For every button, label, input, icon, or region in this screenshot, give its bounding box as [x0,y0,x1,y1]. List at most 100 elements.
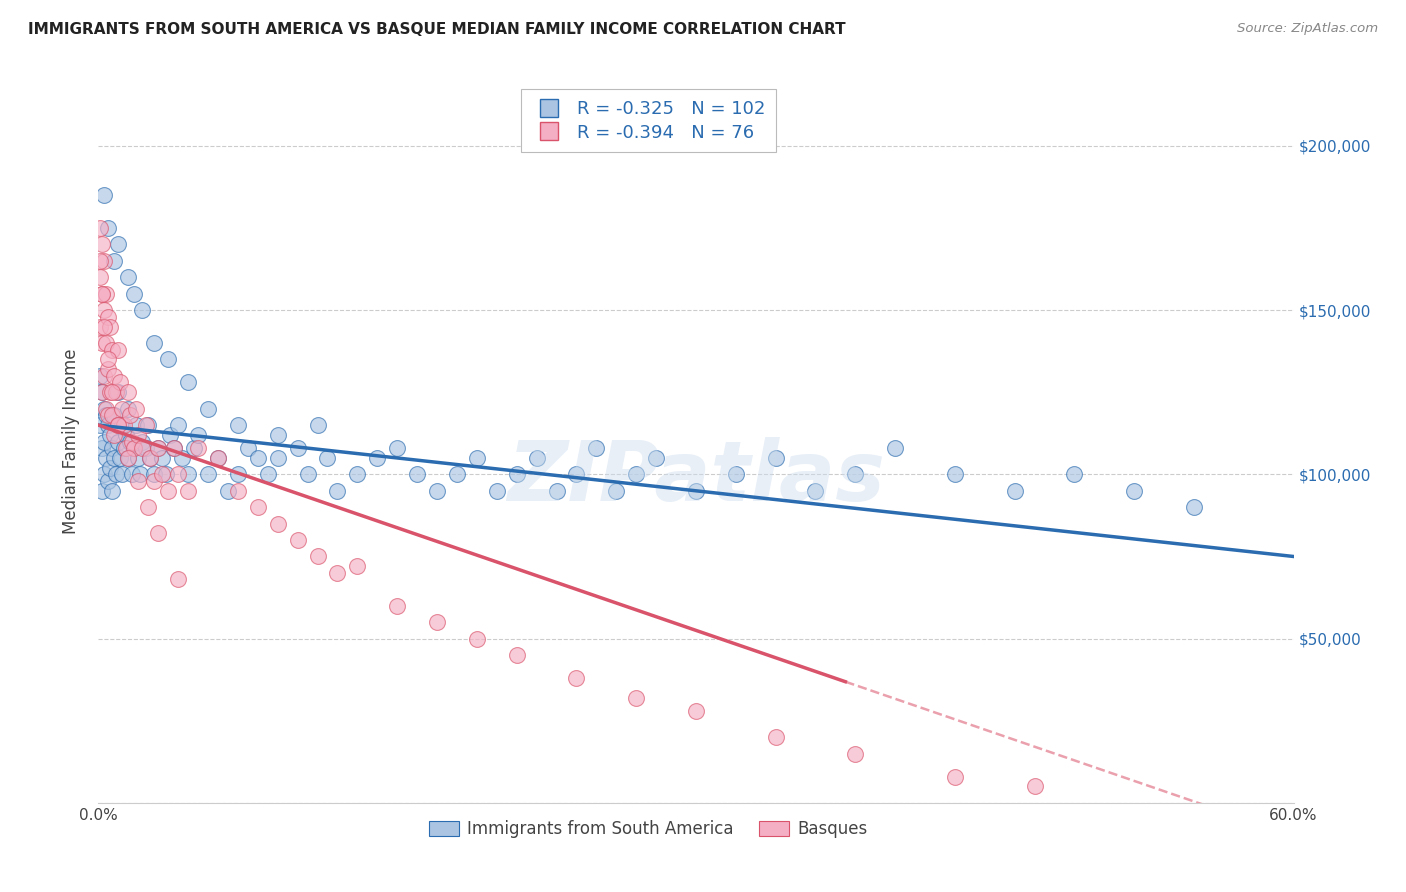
Point [91,286,114,301]
Point [226,483,249,498]
Point [307,418,329,433]
Point [844,467,866,482]
Point [125,418,148,433]
Point [366,450,388,465]
Point [111,401,134,416]
Point [246,450,269,465]
Point [89,319,111,334]
Point [103,368,125,383]
Point [107,418,129,433]
Point [143,467,166,482]
Point [143,474,166,488]
Point [217,483,239,498]
Point [148,441,170,455]
Point [207,450,229,465]
Point [167,418,190,433]
Point [246,500,269,515]
Point [236,441,259,455]
Point [884,441,907,455]
Point [565,467,588,482]
Point [163,441,186,455]
Point [124,441,146,455]
Point [506,467,529,482]
Point [93,368,115,383]
Point [105,385,128,400]
Point [446,467,468,482]
Point [685,483,707,498]
Point [127,450,149,465]
Point [136,418,159,433]
Point [139,450,162,465]
Point [107,343,129,357]
Point [107,418,129,433]
Point [136,500,159,515]
Point [89,418,111,433]
Point [326,566,349,580]
Point [105,467,128,482]
Point [605,483,627,498]
Point [91,385,114,400]
Y-axis label: Median Family Income: Median Family Income [62,349,80,534]
Point [724,467,747,482]
Point [267,516,290,531]
Point [121,434,143,449]
Point [287,441,309,455]
Point [1024,780,1046,794]
Point [316,450,339,465]
Point [183,441,205,455]
Point [148,441,170,455]
Text: Source: ZipAtlas.com: Source: ZipAtlas.com [1237,22,1378,36]
Point [124,286,146,301]
Point [406,467,429,482]
Point [115,441,138,455]
Point [111,467,134,482]
Point [117,450,139,465]
Point [101,441,124,455]
Point [139,450,162,465]
Point [129,467,152,482]
Point [1004,483,1026,498]
Point [93,467,115,482]
Point [765,450,787,465]
Point [97,352,120,367]
Point [89,253,111,268]
Point [177,483,200,498]
Point [565,671,588,685]
Point [89,270,111,285]
Point [159,428,181,442]
Point [89,368,111,383]
Point [585,441,607,455]
Point [96,401,118,416]
Point [103,428,125,442]
Point [226,467,249,482]
Point [98,319,122,334]
Point [385,599,409,613]
Point [93,188,115,202]
Point [96,336,118,351]
Point [177,467,200,482]
Point [111,418,134,433]
Legend: Immigrants from South America, Basques: Immigrants from South America, Basques [422,814,875,845]
Point [226,418,249,433]
Point [177,376,200,390]
Point [626,690,648,705]
Point [143,336,166,351]
Point [943,770,966,784]
Point [89,221,111,235]
Point [167,467,190,482]
Point [125,401,148,416]
Point [96,450,118,465]
Point [385,441,409,455]
Point [167,573,190,587]
Point [256,467,278,482]
Point [187,441,209,455]
Point [91,385,114,400]
Point [103,253,125,268]
Point [546,483,568,498]
Point [297,467,319,482]
Point [131,434,153,449]
Point [172,450,194,465]
Point [157,483,180,498]
Point [267,450,290,465]
Point [107,237,129,252]
